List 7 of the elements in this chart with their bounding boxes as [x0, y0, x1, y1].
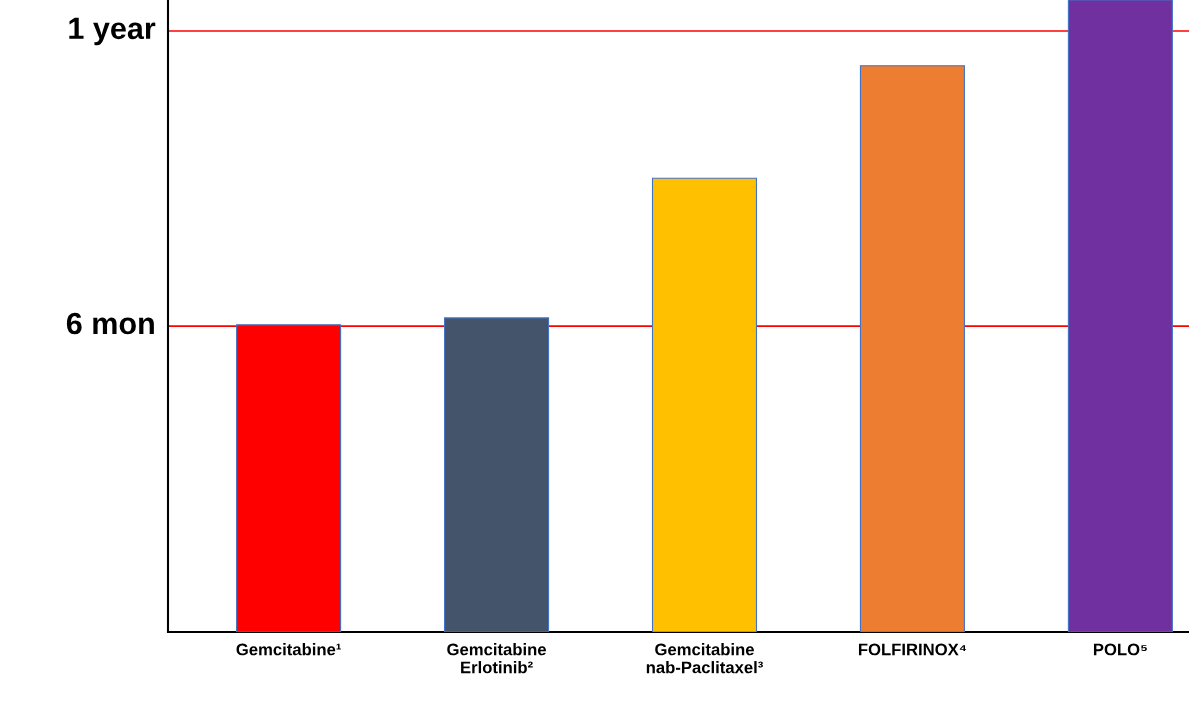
x-tick-label: Gemcitabine¹	[236, 643, 341, 656]
x-tick-label: Gemcitabine nab-Paclitaxel³	[646, 643, 763, 674]
x-tick-label: Gemcitabine Erlotinib²	[447, 643, 546, 674]
ref-line-label: 6 mon	[66, 312, 154, 335]
x-tick-label: POLO⁵	[1093, 643, 1147, 656]
x-tick-label: FOLFIRINOX⁴	[858, 643, 967, 656]
ref-line-label: 1 year	[69, 17, 156, 46]
